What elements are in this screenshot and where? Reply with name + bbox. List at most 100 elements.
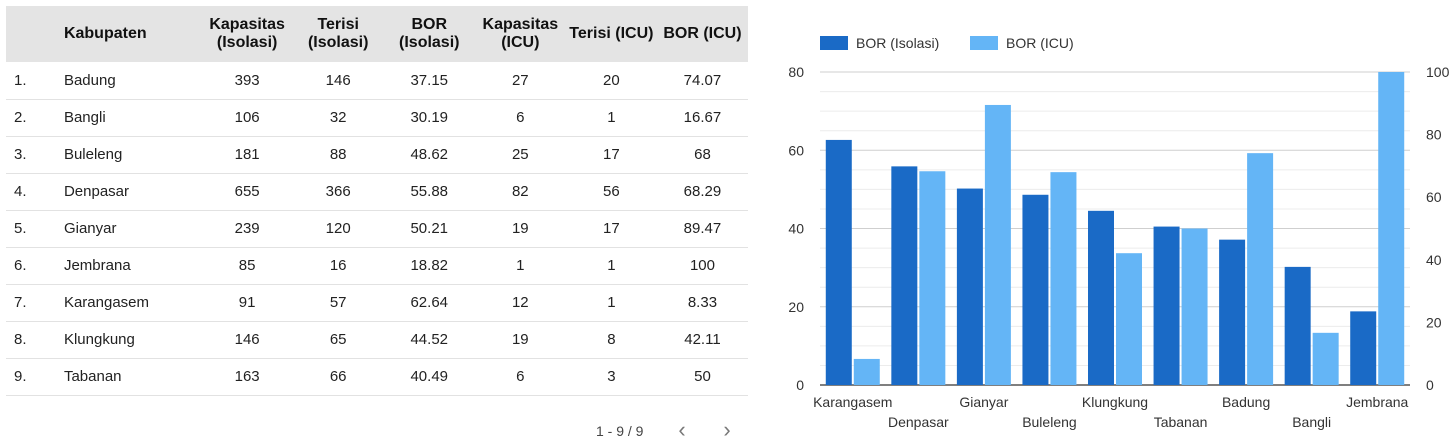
- chevron-right-icon[interactable]: ›: [723, 417, 731, 442]
- x-tick-label: Klungkung: [1082, 394, 1148, 410]
- cell-bor-icu: 89.47: [683, 220, 722, 237]
- table-row[interactable]: 9. Tabanan 163 66 40.49 6 3 50: [6, 358, 748, 395]
- cell-bor-icu: 42.11: [684, 331, 721, 348]
- header-kabupaten[interactable]: Kabupaten: [63, 25, 147, 42]
- cell-kapasitas-isolasi: 146: [234, 331, 260, 348]
- cell-terisi-icu: 3: [607, 368, 616, 385]
- table-row[interactable]: 5. Gianyar 239 120 50.21 19 17 89.47: [6, 210, 748, 247]
- data-table-container: Kabupaten Kapasitas (Isolasi) Terisi (Is…: [6, 6, 748, 396]
- y-right-tick-label: 0: [1426, 377, 1434, 393]
- y-axis-right: 0 20 40 60 80 100: [1426, 64, 1450, 393]
- table-row[interactable]: 3. Buleleng 181 88 48.62 25 17 68: [6, 136, 748, 173]
- legend-swatch-bor-isolasi: [820, 36, 848, 50]
- cell-kapasitas-isolasi: 106: [234, 109, 260, 126]
- header-terisi-icu[interactable]: Terisi (ICU): [569, 25, 654, 42]
- cell-kabupaten: Denpasar: [63, 183, 129, 200]
- table-row[interactable]: 8. Klungkung 146 65 44.52 19 8 42.11: [6, 321, 748, 358]
- header-kapasitas-icu[interactable]: Kapasitas (ICU): [482, 16, 559, 51]
- cell-kapasitas-isolasi: 85: [238, 257, 256, 274]
- cell-kabupaten: Bangli: [63, 109, 106, 126]
- bar-bor-isolasi-jembrana: [1350, 311, 1377, 385]
- cell-kapasitas-isolasi: 239: [234, 220, 260, 237]
- cell-terisi-isolasi: 32: [329, 109, 347, 126]
- bar-bor-isolasi-klungkung: [1088, 210, 1114, 385]
- y-left-tick-label: 40: [788, 221, 804, 237]
- y-left-tick-label: 60: [788, 142, 804, 158]
- row-number: 4.: [14, 183, 27, 200]
- table-header-row: Kabupaten Kapasitas (Isolasi) Terisi (Is…: [6, 6, 748, 62]
- cell-terisi-icu: 8: [607, 331, 616, 348]
- bar-bor-isolasi-tabanan: [1153, 226, 1180, 385]
- cell-bor-icu: 50: [694, 368, 711, 385]
- x-tick-label: Buleleng: [1022, 414, 1077, 430]
- header-terisi-isolasi[interactable]: Terisi (Isolasi): [307, 16, 369, 51]
- chevron-left-icon[interactable]: ‹: [678, 417, 686, 442]
- cell-kabupaten: Buleleng: [63, 146, 123, 163]
- y-left-tick-label: 80: [788, 64, 804, 80]
- table-row[interactable]: 7. Karangasem 91 57 62.64 12 1 8.33: [6, 284, 748, 321]
- cell-bor-isolasi: 48.62: [410, 146, 449, 163]
- cell-bor-icu: 100: [689, 257, 715, 274]
- bar-bor-icu-karangasem: [853, 358, 880, 385]
- legend-label-bor-isolasi: BOR (Isolasi): [856, 35, 939, 51]
- table-row[interactable]: 4. Denpasar 655 366 55.88 82 56 68.29: [6, 173, 748, 210]
- chart-legend[interactable]: BOR (Isolasi) BOR (ICU): [820, 35, 1074, 51]
- bar-bor-icu-gianyar: [984, 104, 1011, 386]
- y-axis-left: 0 20 40 60 80: [788, 64, 804, 393]
- cell-bor-icu: 8.33: [687, 294, 718, 311]
- header-kapasitas-isolasi[interactable]: Kapasitas (Isolasi): [209, 16, 285, 51]
- cell-kabupaten: Jembrana: [63, 257, 131, 274]
- header-bor-icu[interactable]: BOR (ICU): [663, 25, 742, 42]
- cell-terisi-icu: 20: [603, 71, 620, 89]
- bor-bar-chart: 0 20 40 60 80 0 20 40 60 80 100 Karangasem Denpasa…: [788, 35, 1450, 430]
- row-number: 6.: [14, 257, 27, 274]
- chart-gridlines: [820, 71, 1410, 386]
- cell-kabupaten: Tabanan: [63, 368, 122, 385]
- cell-kapasitas-isolasi: 181: [234, 146, 260, 163]
- y-right-tick-label: 60: [1426, 189, 1442, 205]
- cell-terisi-isolasi: 57: [329, 294, 347, 311]
- cell-bor-isolasi: 44.52: [410, 331, 449, 348]
- y-right-tick-label: 80: [1426, 127, 1442, 143]
- x-tick-label: Denpasar: [888, 414, 949, 430]
- x-tick-label: Badung: [1222, 394, 1270, 410]
- header-bor-isolasi[interactable]: BOR (Isolasi): [399, 16, 460, 51]
- y-right-tick-label: 40: [1426, 252, 1442, 268]
- cell-terisi-isolasi: 366: [325, 183, 351, 200]
- cell-terisi-isolasi: 65: [329, 331, 347, 348]
- x-tick-label: Bangli: [1292, 414, 1331, 430]
- cell-kabupaten: Karangasem: [63, 294, 150, 311]
- cell-terisi-isolasi: 66: [329, 368, 347, 385]
- cell-kapasitas-icu: 19: [511, 331, 529, 348]
- cell-terisi-icu: 17: [603, 146, 620, 163]
- row-number: 5.: [14, 220, 27, 237]
- cell-kabupaten: Gianyar: [63, 220, 117, 237]
- row-number: 3.: [14, 146, 27, 163]
- cell-bor-isolasi: 55.88: [410, 183, 449, 200]
- bar-bor-isolasi-karangasem: [825, 139, 852, 385]
- cell-bor-isolasi: 62.64: [410, 294, 449, 311]
- cell-bor-icu: 16.67: [683, 109, 722, 126]
- cell-kapasitas-isolasi: 393: [234, 71, 260, 89]
- x-tick-label: Jembrana: [1346, 394, 1408, 410]
- y-left-tick-label: 20: [788, 299, 804, 315]
- pagination-label: 1 - 9 / 9: [596, 423, 644, 439]
- row-number: 7.: [14, 294, 27, 311]
- bor-table: Kabupaten Kapasitas (Isolasi) Terisi (Is…: [6, 6, 748, 396]
- cell-bor-isolasi: 30.19: [410, 109, 449, 126]
- cell-bor-isolasi: 50.21: [410, 220, 449, 237]
- cell-terisi-isolasi: 120: [325, 220, 351, 237]
- bar-bor-isolasi-gianyar: [956, 188, 983, 385]
- table-row[interactable]: 1. Badung 393 146 37.15 27 20 74.07: [6, 62, 748, 99]
- cell-bor-isolasi: 37.15: [410, 71, 449, 89]
- cell-kapasitas-icu: 12: [511, 294, 529, 311]
- y-right-tick-label: 100: [1426, 64, 1450, 80]
- table-row[interactable]: 2. Bangli 106 32 30.19 6 1 16.67: [6, 99, 748, 136]
- bar-bor-isolasi-buleleng: [1022, 194, 1049, 385]
- cell-bor-icu: 68.29: [683, 183, 722, 200]
- cell-kapasitas-icu: 19: [511, 220, 529, 237]
- table-row[interactable]: 6. Jembrana 85 16 18.82 1 1 100: [6, 247, 748, 284]
- cell-terisi-isolasi: 146: [325, 71, 351, 89]
- row-number: 2.: [14, 109, 27, 126]
- header-no: [6, 6, 60, 62]
